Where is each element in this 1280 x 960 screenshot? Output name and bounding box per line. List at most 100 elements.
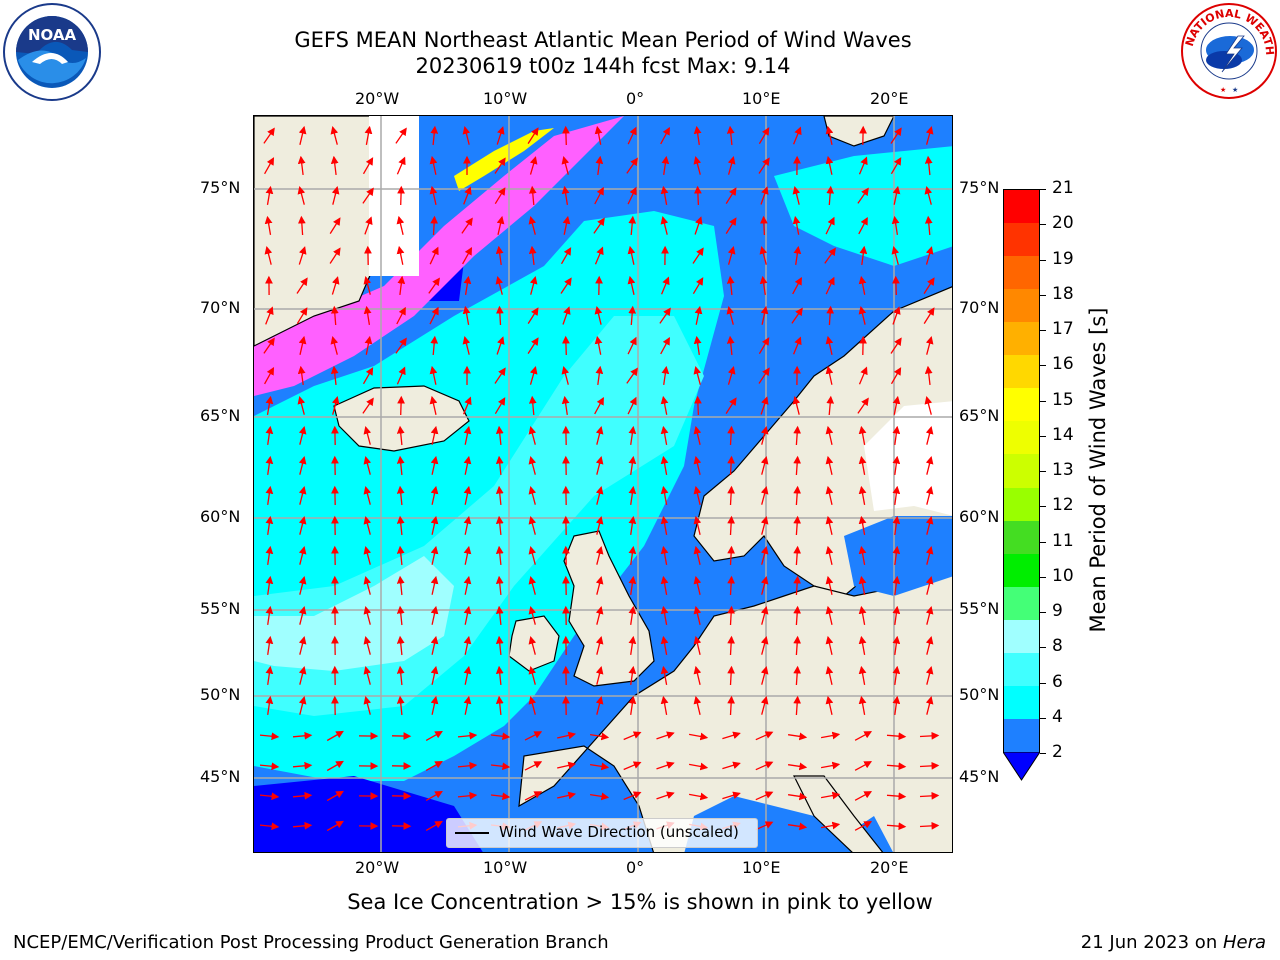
wind-wave-arrow bbox=[298, 636, 307, 655]
wind-wave-arrow bbox=[627, 245, 636, 265]
wind-wave-arrow bbox=[825, 216, 835, 235]
colorbar-tick-label: 2 bbox=[1052, 742, 1063, 762]
wind-wave-arrow bbox=[363, 456, 372, 475]
footer-branch: NCEP/EMC/Verification Post Processing Pr… bbox=[13, 932, 609, 953]
wind-wave-arrow bbox=[726, 275, 735, 296]
wind-wave-arrow bbox=[760, 576, 769, 595]
colorbar-tick-label: 17 bbox=[1052, 319, 1074, 339]
wind-wave-arrow bbox=[396, 635, 405, 656]
lon-label-bottom-10e: 10°E bbox=[742, 858, 781, 877]
wind-wave-arrow bbox=[528, 456, 537, 475]
wind-wave-arrow bbox=[656, 791, 675, 800]
wind-wave-arrow bbox=[297, 186, 306, 205]
wind-wave-arrow bbox=[430, 335, 439, 356]
wind-wave-arrow bbox=[259, 762, 280, 771]
colorbar-tick-mark bbox=[1040, 365, 1046, 367]
wind-wave-arrow bbox=[793, 485, 802, 506]
wind-wave-arrow bbox=[759, 275, 768, 295]
wind-wave-arrow bbox=[595, 576, 604, 595]
wind-wave-arrow bbox=[692, 247, 704, 264]
wind-wave-arrow bbox=[886, 822, 907, 831]
wind-wave-arrow bbox=[495, 635, 504, 655]
wind-wave-arrow bbox=[825, 635, 834, 655]
colorbar-tick-mark bbox=[1040, 576, 1046, 578]
lon-label-top-10e: 10°E bbox=[742, 89, 781, 108]
wind-wave-arrow bbox=[826, 185, 835, 206]
wind-wave-arrow bbox=[693, 665, 702, 685]
wind-wave-arrow bbox=[395, 337, 407, 354]
wind-wave-arrow bbox=[425, 730, 443, 741]
wind-wave-arrow bbox=[430, 605, 439, 625]
wind-wave-arrow bbox=[528, 606, 537, 625]
wind-wave-arrow bbox=[529, 276, 538, 295]
wind-wave-arrow bbox=[298, 486, 307, 505]
wind-wave-arrow bbox=[858, 515, 867, 536]
wind-wave-arrow bbox=[825, 605, 834, 625]
wind-wave-arrow bbox=[925, 516, 934, 535]
wind-wave-arrow bbox=[463, 485, 472, 505]
wind-wave-arrow bbox=[892, 545, 901, 565]
wind-wave-arrow bbox=[924, 186, 933, 205]
wind-wave-arrow bbox=[265, 695, 274, 715]
wind-wave-arrow bbox=[760, 186, 769, 205]
wind-wave-arrow bbox=[656, 761, 675, 770]
colorbar-tick-label: 13 bbox=[1052, 460, 1074, 480]
wind-wave-arrow bbox=[628, 425, 637, 445]
colorbar-tick-mark bbox=[1040, 330, 1046, 331]
wind-wave-arrow bbox=[495, 485, 504, 505]
wind-wave-arrow bbox=[793, 245, 802, 265]
svg-text:★: ★ bbox=[1220, 86, 1226, 94]
wind-wave-arrow bbox=[495, 425, 504, 445]
wind-wave-arrow bbox=[626, 367, 638, 384]
wind-wave-arrow bbox=[792, 396, 801, 415]
wind-wave-arrow bbox=[858, 425, 867, 446]
wind-wave-arrow bbox=[693, 395, 702, 416]
wind-wave-arrow bbox=[363, 666, 372, 685]
wind-wave-arrow bbox=[330, 126, 339, 145]
colorbar-band bbox=[1004, 289, 1039, 323]
wind-wave-arrow bbox=[362, 397, 374, 414]
lat-label-right-45n: 45°N bbox=[959, 767, 1000, 786]
wind-wave-arrow bbox=[529, 366, 538, 385]
wind-wave-arrow bbox=[495, 695, 504, 715]
wind-wave-arrow bbox=[331, 396, 340, 415]
wind-wave-arrow bbox=[264, 157, 275, 175]
wind-wave-arrow bbox=[265, 425, 274, 445]
wind-wave-arrow bbox=[727, 455, 736, 476]
wind-wave-arrow bbox=[560, 247, 572, 265]
colorbar-title: Mean Period of Wind Waves [s] bbox=[1086, 307, 1110, 633]
wind-wave-arrow bbox=[595, 456, 604, 475]
wind-wave-arrow bbox=[820, 821, 841, 830]
wind-wave-arrow bbox=[297, 396, 306, 415]
wind-wave-arrow bbox=[925, 666, 934, 685]
wind-wave-arrow bbox=[858, 605, 867, 626]
colorbar-tick-label: 14 bbox=[1052, 424, 1074, 445]
wind-wave-arrow bbox=[297, 215, 306, 236]
wind-wave-arrow bbox=[628, 545, 637, 565]
wind-wave-arrow bbox=[364, 125, 373, 146]
wind-wave-arrow bbox=[693, 366, 702, 385]
wind-wave-arrow bbox=[825, 665, 834, 685]
wind-wave-arrow bbox=[722, 731, 741, 740]
wind-wave-arrow bbox=[919, 791, 940, 800]
wind-wave-arrow bbox=[924, 215, 933, 236]
wind-wave-arrow bbox=[298, 696, 307, 715]
wind-wave-arrow bbox=[265, 306, 274, 325]
wind-wave-arrow bbox=[528, 696, 537, 715]
wind-wave-arrow bbox=[528, 666, 537, 685]
wind-wave-arrow bbox=[693, 455, 702, 475]
wind-wave-arrow bbox=[793, 575, 802, 596]
wind-wave-arrow bbox=[792, 186, 801, 205]
lon-label-bottom-10w: 10°W bbox=[483, 858, 528, 877]
sea-ice-note: Sea Ice Concentration > 15% is shown in … bbox=[347, 890, 933, 914]
wind-wave-arrow bbox=[892, 275, 900, 296]
wind-wave-arrow bbox=[924, 155, 933, 176]
wind-wave-arrow bbox=[727, 665, 736, 686]
colorbar-tick-label: 9 bbox=[1052, 601, 1063, 621]
wind-wave-arrow bbox=[562, 215, 571, 235]
wind-wave-arrow bbox=[758, 337, 770, 355]
wind-wave-arrow bbox=[326, 790, 344, 802]
wind-wave-arrow bbox=[265, 515, 274, 535]
wind-wave-arrow bbox=[758, 157, 770, 174]
wind-wave-arrow bbox=[259, 732, 280, 741]
